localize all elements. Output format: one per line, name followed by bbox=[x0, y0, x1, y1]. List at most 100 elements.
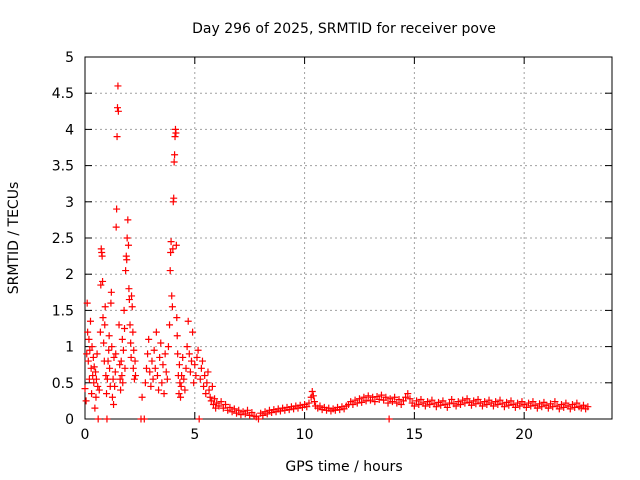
data-point bbox=[173, 314, 181, 322]
data-point bbox=[349, 401, 357, 409]
data-point bbox=[116, 361, 124, 369]
data-point bbox=[399, 397, 407, 405]
data-point bbox=[472, 400, 480, 408]
data-point bbox=[87, 364, 95, 372]
data-point bbox=[259, 411, 267, 419]
data-point bbox=[177, 393, 185, 401]
data-point bbox=[161, 350, 169, 358]
data-point bbox=[121, 325, 129, 332]
data-point bbox=[124, 241, 132, 249]
data-point bbox=[421, 402, 429, 410]
y-tick-label: 2.5 bbox=[52, 231, 74, 247]
data-point bbox=[147, 382, 155, 390]
data-point bbox=[241, 410, 249, 418]
data-point bbox=[108, 393, 116, 401]
data-point bbox=[263, 410, 271, 418]
y-tick-label: 4.5 bbox=[52, 86, 74, 102]
data-point bbox=[206, 393, 214, 401]
data-point bbox=[88, 390, 96, 398]
data-point bbox=[208, 382, 216, 390]
data-point bbox=[101, 321, 109, 329]
data-point bbox=[417, 395, 425, 403]
data-point bbox=[197, 364, 205, 372]
data-point bbox=[529, 398, 537, 406]
data-point bbox=[181, 386, 189, 394]
data-point bbox=[112, 223, 120, 231]
data-point bbox=[118, 372, 126, 380]
data-point bbox=[566, 405, 574, 413]
data-point bbox=[94, 382, 102, 390]
data-point bbox=[125, 296, 133, 304]
y-axis-label: SRMTID / TECUs bbox=[6, 182, 22, 295]
data-point bbox=[94, 415, 102, 423]
data-point bbox=[99, 277, 107, 285]
data-point bbox=[141, 379, 149, 387]
data-point bbox=[402, 393, 410, 401]
data-point bbox=[109, 375, 117, 383]
data-point bbox=[397, 401, 405, 409]
data-point bbox=[170, 158, 178, 166]
data-point bbox=[511, 403, 519, 411]
data-point bbox=[144, 350, 152, 358]
data-point bbox=[121, 364, 129, 372]
data-point bbox=[187, 357, 195, 365]
data-point bbox=[107, 299, 115, 307]
data-point bbox=[217, 398, 225, 406]
data-point bbox=[184, 317, 192, 325]
data-point bbox=[92, 375, 100, 383]
y-tick-label: 3 bbox=[65, 195, 74, 211]
data-point bbox=[549, 403, 557, 411]
data-point bbox=[573, 399, 581, 407]
data-point bbox=[85, 335, 93, 343]
data-point bbox=[303, 403, 311, 411]
data-point bbox=[443, 403, 451, 411]
data-point bbox=[128, 292, 136, 300]
data-point bbox=[167, 248, 175, 256]
data-point bbox=[384, 399, 392, 407]
data-point bbox=[163, 375, 171, 383]
data-point bbox=[152, 328, 160, 336]
data-point bbox=[426, 401, 434, 409]
data-point bbox=[305, 399, 313, 407]
data-point bbox=[115, 321, 123, 329]
data-point bbox=[474, 395, 482, 403]
data-point bbox=[129, 328, 137, 336]
data-point bbox=[162, 368, 170, 376]
data-point bbox=[82, 397, 90, 405]
data-point bbox=[145, 335, 153, 343]
data-point bbox=[89, 353, 97, 361]
data-point bbox=[186, 368, 194, 376]
data-point bbox=[123, 234, 131, 242]
data-point bbox=[113, 205, 121, 213]
data-point bbox=[86, 317, 94, 325]
data-point bbox=[189, 328, 197, 336]
data-point bbox=[179, 353, 187, 361]
data-point bbox=[103, 390, 111, 398]
data-point bbox=[168, 303, 176, 311]
data-point bbox=[176, 379, 184, 387]
data-point bbox=[364, 392, 372, 400]
data-point bbox=[428, 396, 436, 404]
data-point bbox=[126, 321, 134, 329]
data-points bbox=[81, 82, 592, 423]
data-point bbox=[119, 346, 127, 354]
data-point bbox=[360, 393, 368, 401]
data-point bbox=[85, 375, 93, 383]
data-point bbox=[151, 364, 159, 372]
data-point bbox=[107, 288, 115, 296]
data-point bbox=[118, 335, 126, 343]
data-point bbox=[117, 357, 125, 365]
data-point bbox=[382, 393, 390, 401]
data-point bbox=[129, 364, 137, 372]
data-point bbox=[410, 402, 418, 410]
data-point bbox=[142, 364, 150, 372]
y-tick-label: 1 bbox=[65, 340, 74, 356]
data-point bbox=[395, 395, 403, 403]
data-point bbox=[164, 343, 172, 351]
data-point bbox=[579, 401, 587, 409]
data-point bbox=[116, 375, 124, 383]
data-point bbox=[308, 387, 316, 395]
data-point bbox=[104, 357, 112, 365]
data-point bbox=[172, 241, 180, 249]
